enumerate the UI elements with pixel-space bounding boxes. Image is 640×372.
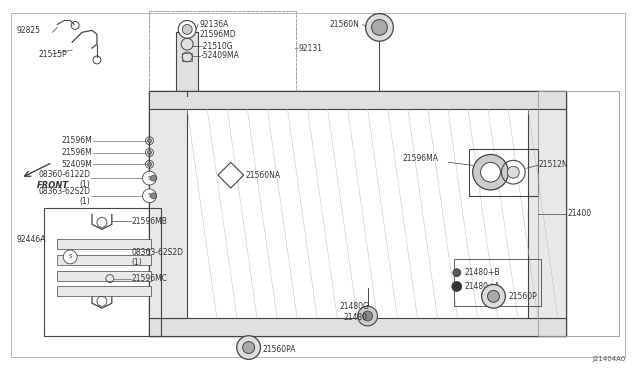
Circle shape	[363, 311, 372, 321]
Circle shape	[179, 20, 196, 38]
Text: 21480+A: 21480+A	[465, 282, 500, 291]
Text: -52409MA: -52409MA	[201, 51, 240, 61]
Bar	[58, 239, 152, 249]
Bar	[150, 109, 187, 318]
Bar	[58, 271, 152, 280]
Circle shape	[365, 14, 394, 41]
Text: 21560P: 21560P	[508, 292, 537, 301]
Text: 21596M: 21596M	[61, 136, 92, 145]
Circle shape	[488, 291, 499, 302]
Circle shape	[147, 151, 152, 154]
Text: 52409M: 52409M	[61, 160, 92, 169]
Text: 92825: 92825	[17, 26, 41, 35]
Bar	[528, 109, 566, 318]
Bar	[468, 148, 538, 196]
Circle shape	[143, 171, 156, 185]
Text: 21596MA: 21596MA	[403, 154, 438, 163]
Bar	[58, 255, 152, 265]
Text: 21480G: 21480G	[340, 302, 370, 311]
Text: S: S	[68, 254, 72, 259]
Text: 21480: 21480	[344, 314, 368, 323]
Bar	[44, 208, 161, 336]
Bar	[187, 109, 528, 318]
Text: (1): (1)	[79, 180, 90, 189]
Text: 21512N: 21512N	[538, 160, 568, 169]
Bar	[538, 92, 620, 336]
Circle shape	[63, 250, 77, 264]
Circle shape	[473, 154, 508, 190]
Circle shape	[150, 175, 156, 181]
Text: -21510G: -21510G	[201, 42, 234, 51]
Bar	[150, 92, 566, 336]
Circle shape	[243, 341, 255, 353]
Text: 21560N: 21560N	[330, 20, 360, 29]
Text: 21400: 21400	[568, 209, 592, 218]
Text: 08363-62S2D: 08363-62S2D	[38, 187, 90, 196]
Polygon shape	[218, 162, 244, 188]
Text: 92131: 92131	[298, 44, 322, 52]
Text: 92136A: 92136A	[199, 20, 228, 29]
Text: 08363-62S2D: 08363-62S2D	[132, 248, 184, 257]
Text: 21480+B: 21480+B	[465, 268, 500, 277]
Text: S: S	[148, 176, 151, 181]
Circle shape	[508, 166, 519, 178]
Circle shape	[150, 193, 156, 199]
Circle shape	[147, 162, 152, 166]
Circle shape	[237, 336, 260, 359]
Bar	[150, 92, 566, 109]
Circle shape	[182, 25, 192, 34]
Text: 08360-6122D: 08360-6122D	[38, 170, 90, 179]
Bar	[176, 32, 198, 96]
Text: J21404A0: J21404A0	[592, 356, 625, 362]
Circle shape	[453, 269, 461, 277]
Text: (1): (1)	[132, 258, 142, 267]
Text: (1): (1)	[79, 197, 90, 206]
Bar	[150, 318, 566, 336]
Text: S: S	[148, 193, 151, 198]
Bar	[150, 11, 296, 92]
Circle shape	[372, 19, 387, 35]
Text: 21596MD: 21596MD	[199, 30, 236, 39]
Text: 21596MB: 21596MB	[132, 217, 168, 226]
Circle shape	[481, 285, 506, 308]
Circle shape	[147, 139, 152, 142]
Text: 21560PA: 21560PA	[262, 345, 296, 354]
Text: 21596M: 21596M	[61, 148, 92, 157]
Text: 21596MC: 21596MC	[132, 274, 168, 283]
Circle shape	[358, 306, 378, 326]
Bar	[182, 53, 192, 61]
Circle shape	[481, 162, 500, 182]
Circle shape	[143, 189, 156, 203]
Bar	[454, 259, 541, 306]
Text: 92446A: 92446A	[17, 235, 46, 244]
Text: FRONT: FRONT	[36, 180, 68, 189]
Text: 21515P: 21515P	[38, 49, 67, 58]
Text: 21560NA: 21560NA	[246, 171, 281, 180]
Circle shape	[452, 282, 461, 291]
Bar	[58, 286, 152, 296]
